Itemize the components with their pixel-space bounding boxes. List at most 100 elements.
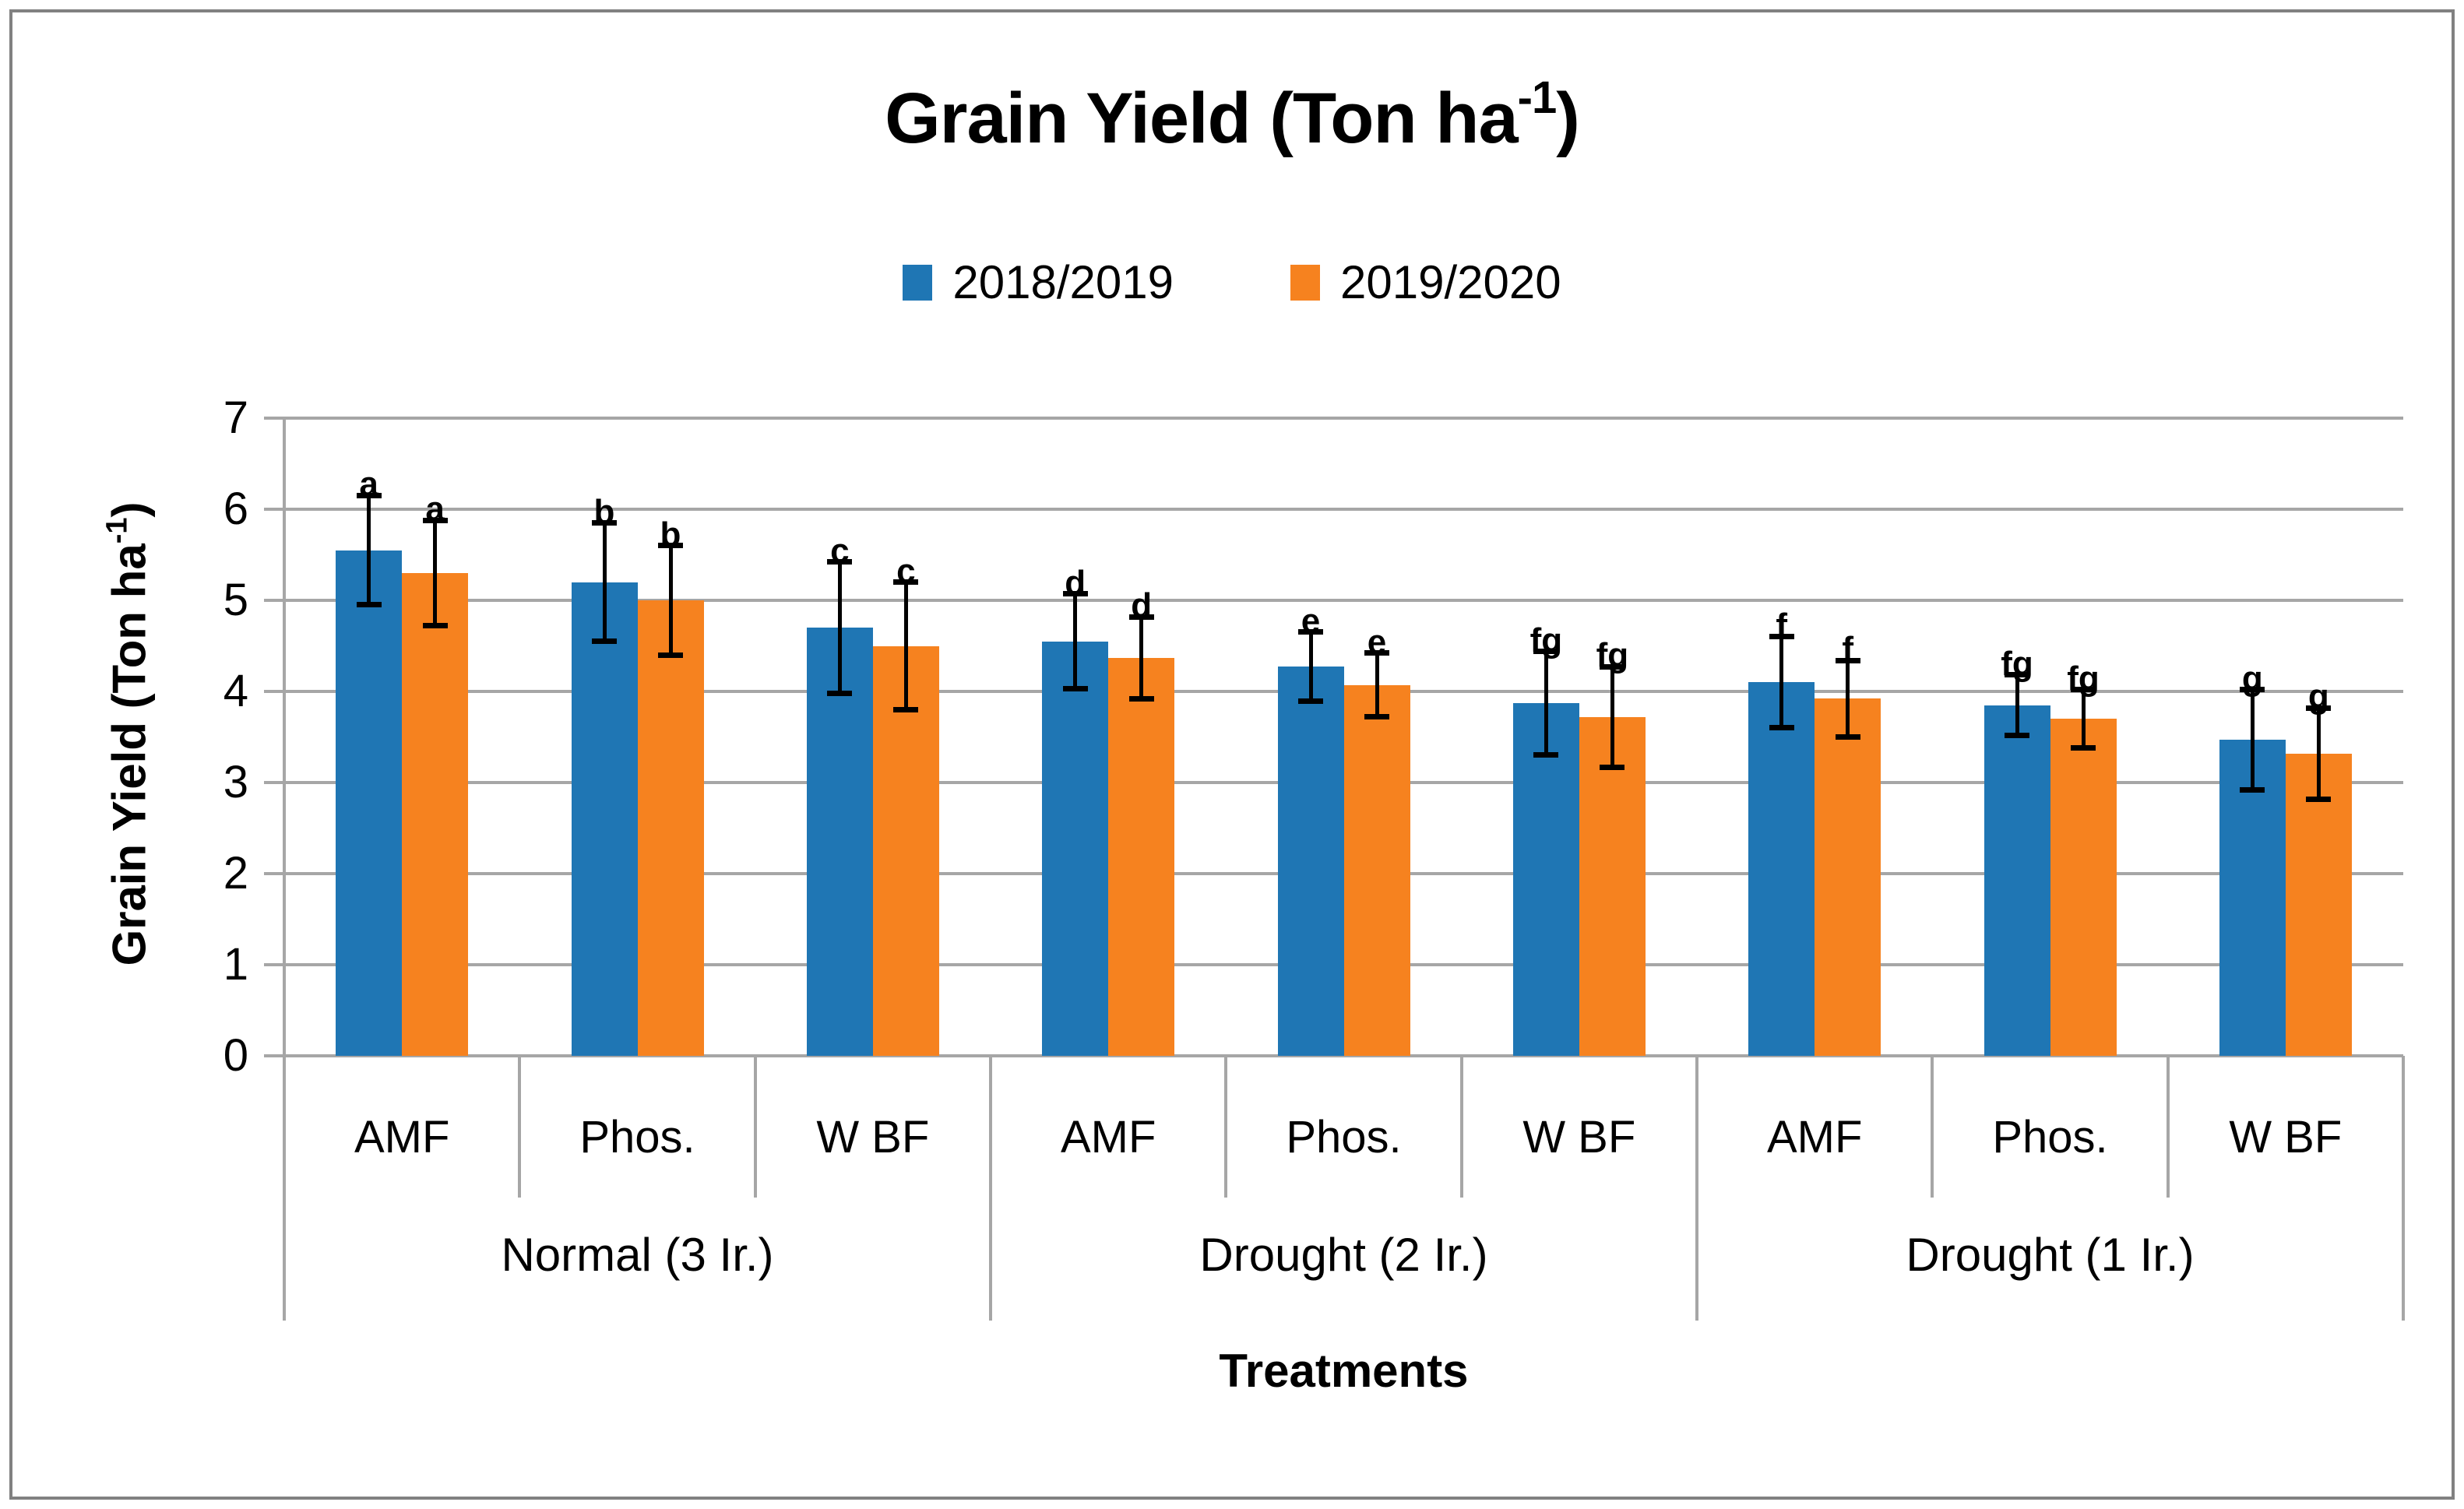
gridline-5 [284,599,2403,602]
error-bar-cap-top [827,559,853,565]
significance-letter: g [2241,659,2263,698]
significance-letter: a [359,465,378,504]
y-tick-6 [264,508,284,511]
error-bar-cap-top [2005,672,2029,678]
y-tick-label-0: 0 [223,1030,248,1081]
x-category-label: Phos. [1992,1112,2108,1163]
y-tick-label-2: 2 [223,848,248,899]
y-tick-5 [264,599,284,602]
error-bar-line [1375,652,1379,717]
error-bar-cap-bottom [2240,786,2265,793]
error-bar-cap-top [1128,614,1154,620]
gridline-6 [284,508,2403,511]
significance-letter: fg [2067,659,2100,698]
error-bar-line [1779,636,1784,728]
bar-2019/2020-7 [2050,719,2117,1056]
chart-title: Grain Yield (Ton ha-1) [0,72,2464,160]
error-bar-cap-bottom [1128,695,1154,702]
significance-letter: g [2307,677,2329,716]
y-tick-2 [264,872,284,875]
error-bar-line [2250,689,2255,790]
significance-letter: b [660,515,681,554]
x-group-label: Drought (2 Ir.) [1199,1229,1488,1281]
bar-2018/2019-4 [1277,667,1344,1056]
x-group-label: Normal (3 Ir.) [501,1229,774,1281]
error-bar-line [1544,651,1548,755]
bar-2019/2020-5 [1579,716,1646,1056]
treatment-separator [2166,1056,2170,1198]
error-bar-cap-top [658,543,683,549]
significance-letter: e [1301,601,1321,640]
error-bar-cap-top [893,579,919,586]
treatment-separator [1224,1056,1228,1198]
error-bar-line [668,545,673,656]
x-category-label: AMF [354,1112,450,1163]
error-bar-cap-top [1062,591,1088,597]
error-bar-cap-bottom [1364,714,1389,720]
bar-2018/2019-0 [336,550,403,1056]
bar-2019/2020-1 [637,600,704,1056]
significance-letter: d [1065,563,1086,602]
significance-letter: f [1842,630,1853,669]
error-bar-cap-top [2071,687,2096,693]
bar-2019/2020-0 [402,572,469,1056]
error-bar-line [1073,593,1078,689]
treatment-separator [1931,1056,1934,1198]
significance-letter: c [896,551,916,590]
error-bar-cap-top [422,517,448,523]
error-bar-cap-top [2306,705,2332,711]
legend-swatch-2018-2019 [903,264,933,301]
error-bar-line [1139,617,1144,699]
treatment-separator [753,1056,757,1198]
error-bar-cap-bottom [1769,725,1794,731]
error-bar-cap-bottom [1062,685,1088,691]
error-bar-cap-top [1769,634,1794,640]
y-axis-line [283,418,286,1321]
error-bar-cap-bottom [1835,734,1860,740]
chart-title-close: ) [1556,79,1580,158]
error-bar-cap-top [1364,650,1389,656]
error-bar-cap-top [1835,657,1860,663]
bar-2019/2020-8 [2285,753,2352,1056]
gridline-7 [284,417,2403,420]
significance-letter: fg [1529,621,1563,660]
error-bar-line [2081,689,2086,748]
bar-2019/2020-6 [1815,698,1881,1056]
y-tick-1 [264,963,284,966]
bar-2018/2019-6 [1748,682,1815,1056]
y-tick-7 [264,417,284,420]
y-tick-label-3: 3 [223,757,248,807]
group-separator-right [2402,1056,2405,1321]
legend: 2018/2019 2019/2020 [0,255,2464,309]
error-bar-cap-bottom [658,652,683,658]
significance-letter: fg [2001,644,2033,683]
bar-2018/2019-7 [1984,705,2050,1056]
error-bar-line [367,495,371,605]
significance-letter: d [1131,586,1153,625]
figure-border [9,9,2455,1500]
group-separator [1695,1056,1698,1321]
gridline-0 [284,1054,2403,1057]
error-bar-cap-top [356,492,382,498]
legend-item-2018-2019: 2018/2019 [903,255,1174,309]
error-bar-cap-bottom [592,638,617,645]
bar-2019/2020-2 [872,645,939,1056]
legend-label-2019-2020: 2019/2020 [1340,256,1561,308]
error-bar-cap-bottom [893,706,919,712]
error-bar-line [1308,631,1313,702]
significance-letter: f [1776,606,1787,645]
error-bar-cap-bottom [827,690,853,696]
y-tick-label-7: 7 [223,392,248,443]
error-bar-cap-top [1533,649,1559,655]
error-bar-cap-bottom [356,602,382,608]
y-tick-3 [264,781,284,784]
significance-letter: fg [1596,636,1629,675]
chart-title-text: Grain Yield (Ton ha [885,79,1519,158]
significance-letter: e [1367,622,1387,661]
error-bar-cap-bottom [422,623,448,629]
bar-2018/2019-1 [571,582,638,1056]
error-bar-line [1846,660,1850,737]
error-bar-cap-top [2240,687,2265,693]
